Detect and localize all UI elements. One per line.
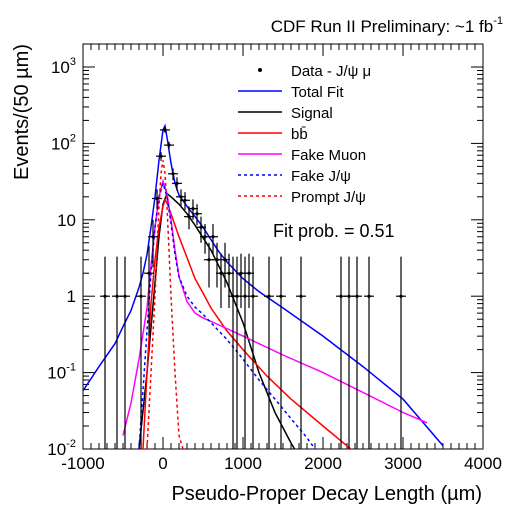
data-point xyxy=(155,196,159,201)
data-point xyxy=(171,172,175,176)
data-point xyxy=(199,225,203,229)
data-point xyxy=(223,258,227,262)
y-axis-tick-label: 10-2 xyxy=(47,438,76,459)
data-point xyxy=(147,271,151,275)
y-axis-tick-label: 102 xyxy=(51,132,76,153)
data-point xyxy=(267,294,271,298)
x-axis-tick-label: 3000 xyxy=(384,454,422,473)
data-point xyxy=(123,294,127,298)
data-point xyxy=(203,235,207,239)
data-point xyxy=(239,271,243,275)
chart-title: CDF Run II Preliminary: ~1 fb-1 xyxy=(271,15,503,36)
data-point xyxy=(187,215,191,219)
data-point xyxy=(299,294,303,298)
data-point xyxy=(159,154,163,158)
series-line xyxy=(142,198,352,449)
legend-label: Total Fit xyxy=(291,84,344,101)
chart-title-main: CDF Run II Preliminary: ~1 fb xyxy=(271,17,494,36)
y-axis-tick-label: 103 xyxy=(51,56,76,77)
x-axis-tick-label: 4000 xyxy=(464,454,502,473)
data-point xyxy=(151,235,155,239)
fit-probability-annotation: Fit prob. = 0.51 xyxy=(273,221,395,241)
x-axis-tick-label: 0 xyxy=(158,454,167,473)
data-point xyxy=(167,143,171,147)
legend-label: Fake J/ψ xyxy=(291,168,351,185)
data-point xyxy=(227,271,231,275)
data-point xyxy=(355,294,359,298)
data-point xyxy=(367,294,371,298)
data-point xyxy=(279,294,283,298)
x-axis-tick-label: 2000 xyxy=(304,454,342,473)
data-point xyxy=(207,258,211,262)
data-point xyxy=(115,294,119,298)
y-axis-tick-label: 10 xyxy=(57,211,76,230)
data-point xyxy=(139,294,143,298)
y-axis-tick-label: 1 xyxy=(67,287,76,306)
data-point xyxy=(175,181,179,185)
legend-label: Data - J/ψ μ xyxy=(291,63,371,80)
data-point xyxy=(183,198,187,202)
data-point xyxy=(215,258,219,262)
y-axis-title: Events/(50 µm) xyxy=(11,44,33,180)
data-point xyxy=(347,294,351,298)
legend-label: Fake Muon xyxy=(291,147,366,164)
legend: Data - J/ψ μ Total Fit Signal bb̄ Fake Muon F… xyxy=(238,63,371,206)
y-axis-tick-label: 10-1 xyxy=(47,362,76,383)
data-point xyxy=(339,294,343,298)
legend-label: bb̄ xyxy=(291,126,308,143)
chart-title-superscript: -1 xyxy=(493,15,503,27)
series-line xyxy=(83,123,444,447)
x-axis-tick-label: -1000 xyxy=(61,454,104,473)
legend-label: Signal xyxy=(291,105,333,122)
x-axis-tick-label: 1000 xyxy=(224,454,262,473)
data-point xyxy=(211,235,215,239)
legend-marker xyxy=(258,68,262,72)
series-line xyxy=(138,180,316,449)
data-point xyxy=(219,271,223,275)
x-axis-title: Pseudo-Proper Decay Length (µm) xyxy=(171,483,482,505)
data-point xyxy=(243,294,247,298)
series-line xyxy=(138,192,296,449)
data-point xyxy=(179,195,183,199)
data-point xyxy=(163,128,167,132)
data-point xyxy=(195,212,199,216)
data-point xyxy=(103,294,107,298)
series-line xyxy=(122,178,428,436)
data-point xyxy=(399,294,403,298)
data-point xyxy=(191,207,195,211)
data-point xyxy=(247,271,251,275)
data-point xyxy=(251,294,255,298)
legend-label: Prompt J/ψ xyxy=(291,189,366,206)
series-line xyxy=(146,160,184,449)
data-point xyxy=(235,294,239,298)
